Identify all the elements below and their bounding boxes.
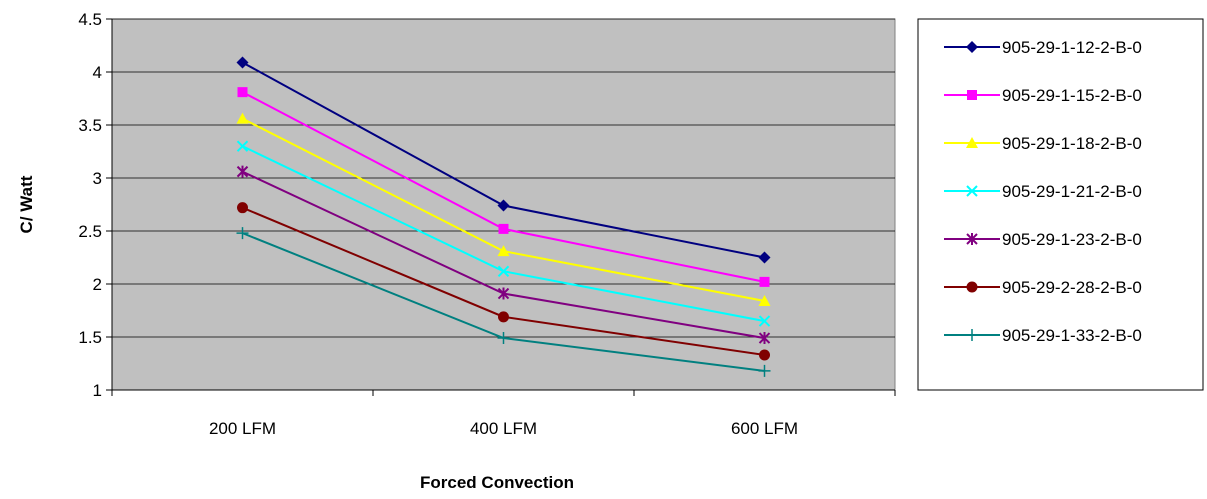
y-tick-label: 3 (93, 169, 102, 188)
data-point (498, 311, 509, 322)
data-point (499, 224, 509, 234)
data-point (238, 87, 248, 97)
y-tick-label: 3.5 (78, 116, 102, 135)
y-tick-label: 2.5 (78, 222, 102, 241)
legend-label: 905-29-2-28-2-B-0 (1002, 278, 1142, 297)
x-tick-label: 400 LFM (470, 419, 537, 438)
legend-marker (967, 282, 978, 293)
y-axis-ticks: 1 1.5 2 2.5 3 3.5 4 4.5 (78, 10, 112, 400)
y-tick-label: 4.5 (78, 10, 102, 29)
legend-label: 905-29-1-18-2-B-0 (1002, 134, 1142, 153)
x-axis-title: Forced Convection (420, 473, 574, 492)
data-point (760, 277, 770, 287)
legend-label: 905-29-1-23-2-B-0 (1002, 230, 1142, 249)
x-tick-label: 200 LFM (209, 419, 276, 438)
legend-marker (967, 90, 977, 100)
y-tick-label: 2 (93, 275, 102, 294)
legend-label: 905-29-1-21-2-B-0 (1002, 182, 1142, 201)
y-tick-label: 4 (93, 63, 102, 82)
x-tick-label: 600 LFM (731, 419, 798, 438)
x-axis-ticks: 200 LFM 400 LFM 600 LFM (112, 390, 895, 438)
data-point (237, 202, 248, 213)
legend-label: 905-29-1-15-2-B-0 (1002, 86, 1142, 105)
y-tick-label: 1 (93, 381, 102, 400)
legend: 905-29-1-12-2-B-0 905-29-1-15-2-B-0 905-29… (918, 19, 1203, 390)
legend-label: 905-29-1-12-2-B-0 (1002, 38, 1142, 57)
legend-label: 905-29-1-33-2-B-0 (1002, 326, 1142, 345)
y-axis-title: C/ Watt (17, 175, 36, 233)
data-point (759, 350, 770, 361)
y-tick-label: 1.5 (78, 328, 102, 347)
